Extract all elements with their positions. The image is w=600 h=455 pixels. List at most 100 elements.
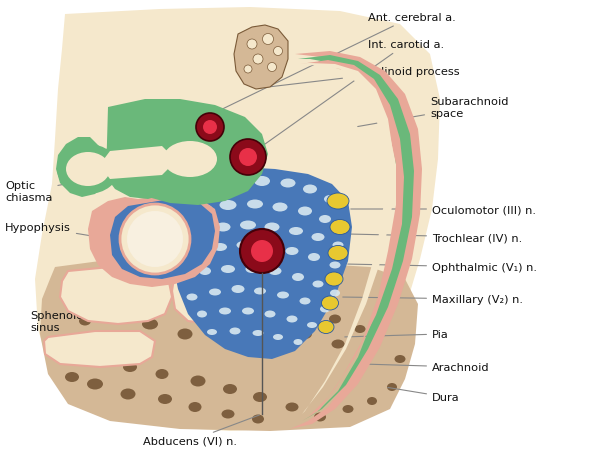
Ellipse shape [287,316,298,323]
Circle shape [230,140,266,176]
Ellipse shape [269,268,281,275]
Ellipse shape [111,308,129,320]
Ellipse shape [311,233,325,242]
Polygon shape [290,52,422,429]
Ellipse shape [362,350,374,359]
Ellipse shape [327,193,349,210]
Ellipse shape [68,294,82,304]
Ellipse shape [337,224,347,231]
Ellipse shape [331,340,344,349]
Ellipse shape [176,211,188,218]
Ellipse shape [324,196,336,203]
Ellipse shape [343,405,353,413]
Ellipse shape [322,296,338,310]
Ellipse shape [254,288,266,295]
Text: Dura: Dura [388,388,460,402]
Text: Arachnoid: Arachnoid [365,362,490,372]
Ellipse shape [286,403,299,412]
Polygon shape [300,61,404,417]
Text: Ophthalmic (V₁) n.: Ophthalmic (V₁) n. [348,263,537,273]
Text: Sphenoid
sinus: Sphenoid sinus [30,305,97,332]
Circle shape [120,205,190,274]
Text: Ant. clinoid process: Ant. clinoid process [271,67,460,87]
Ellipse shape [197,205,212,214]
Ellipse shape [241,332,255,342]
Polygon shape [100,142,175,185]
Polygon shape [172,268,280,325]
Ellipse shape [190,248,203,255]
Ellipse shape [292,273,304,281]
Ellipse shape [277,292,289,299]
Ellipse shape [273,334,283,340]
Ellipse shape [79,317,91,326]
Text: Optic
chiasma: Optic chiasma [5,175,115,202]
Ellipse shape [194,228,206,236]
Polygon shape [170,167,352,359]
Polygon shape [234,26,288,90]
Ellipse shape [170,254,181,261]
Circle shape [251,241,273,263]
Ellipse shape [121,389,136,399]
Circle shape [203,121,217,135]
Ellipse shape [240,221,256,230]
Ellipse shape [329,262,341,269]
Ellipse shape [254,177,270,187]
Circle shape [263,35,274,46]
Ellipse shape [87,379,103,389]
Ellipse shape [220,201,236,211]
Ellipse shape [176,274,188,281]
Polygon shape [56,100,268,206]
Ellipse shape [207,322,223,333]
Circle shape [196,114,224,142]
Ellipse shape [215,223,230,232]
Ellipse shape [328,246,348,261]
Ellipse shape [286,248,299,255]
Ellipse shape [154,134,226,186]
Ellipse shape [207,329,217,335]
Ellipse shape [148,293,162,302]
Ellipse shape [320,306,330,313]
Ellipse shape [142,319,158,330]
Ellipse shape [213,294,227,304]
Ellipse shape [252,415,264,424]
Ellipse shape [245,265,259,273]
Polygon shape [88,195,220,288]
Ellipse shape [187,294,197,301]
Text: Oculomotor (III) n.: Oculomotor (III) n. [351,205,536,214]
Text: Abducens (VI) n.: Abducens (VI) n. [143,415,259,446]
Ellipse shape [281,179,296,188]
Ellipse shape [247,200,263,209]
Circle shape [244,66,252,74]
Ellipse shape [197,311,207,318]
Ellipse shape [314,413,326,422]
Ellipse shape [395,355,406,363]
Text: Subarachnoid
space: Subarachnoid space [358,97,508,127]
Ellipse shape [299,298,311,305]
Ellipse shape [209,289,221,296]
Ellipse shape [202,182,218,192]
Text: Maxillary (V₂) n.: Maxillary (V₂) n. [343,294,523,304]
Ellipse shape [179,302,191,312]
Circle shape [274,47,283,56]
Ellipse shape [269,295,281,304]
Circle shape [253,55,263,65]
Ellipse shape [123,362,137,372]
Ellipse shape [181,190,195,199]
Ellipse shape [330,220,350,235]
Ellipse shape [188,402,202,412]
Ellipse shape [298,329,312,339]
Ellipse shape [229,328,241,335]
Ellipse shape [173,233,184,242]
Ellipse shape [253,392,267,402]
Ellipse shape [261,243,275,252]
Text: Ant. cerebral a.: Ant. cerebral a. [212,13,456,115]
Ellipse shape [223,384,237,394]
Ellipse shape [155,369,169,379]
Ellipse shape [313,281,323,288]
Ellipse shape [102,286,118,297]
Ellipse shape [298,207,312,216]
Ellipse shape [178,329,193,340]
Ellipse shape [239,305,251,314]
Ellipse shape [387,383,397,391]
Circle shape [268,63,277,72]
